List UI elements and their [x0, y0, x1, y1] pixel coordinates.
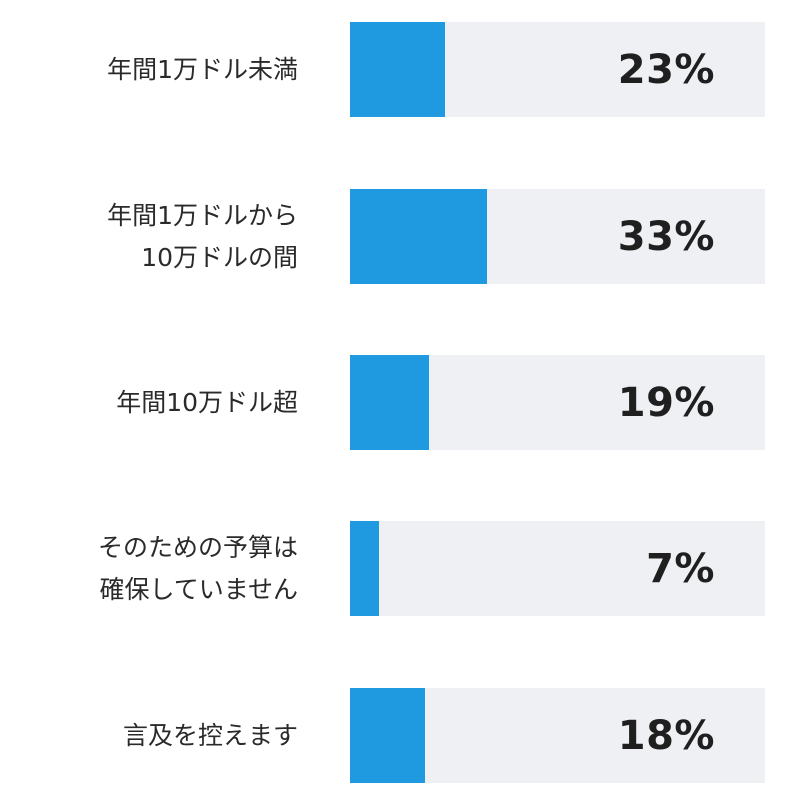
bar-row: 年間1万ドル未満 23% — [0, 22, 800, 117]
value-label: 18% — [617, 712, 715, 759]
value-label: 19% — [617, 379, 715, 426]
category-label: そのための予算は 確保していません — [97, 532, 298, 604]
bar-track: 23% — [350, 22, 765, 117]
category-label: 言及を控えます — [122, 720, 298, 750]
bar-row: 年間1万ドルから 10万ドルの間 33% — [0, 189, 800, 284]
bar-row: そのための予算は 確保していません 7% — [0, 521, 800, 616]
value-label: 23% — [617, 46, 715, 93]
bar — [350, 688, 425, 783]
bar — [350, 521, 380, 616]
category-label: 年間1万ドルから 10万ドルの間 — [107, 200, 298, 272]
bar-track: 19% — [350, 355, 765, 450]
bar-track: 33% — [350, 189, 765, 284]
bar — [350, 355, 429, 450]
value-label: 33% — [617, 213, 715, 260]
bar-track: 18% — [350, 688, 765, 783]
bar — [350, 22, 446, 117]
category-label: 年間10万ドル超 — [116, 387, 298, 417]
bar-row: 年間10万ドル超 19% — [0, 355, 800, 450]
bar — [350, 189, 487, 284]
bar-row: 言及を控えます 18% — [0, 688, 800, 783]
category-label: 年間1万ドル未満 — [107, 54, 298, 84]
value-label: 7% — [646, 545, 715, 592]
bar-track: 7% — [350, 521, 765, 616]
